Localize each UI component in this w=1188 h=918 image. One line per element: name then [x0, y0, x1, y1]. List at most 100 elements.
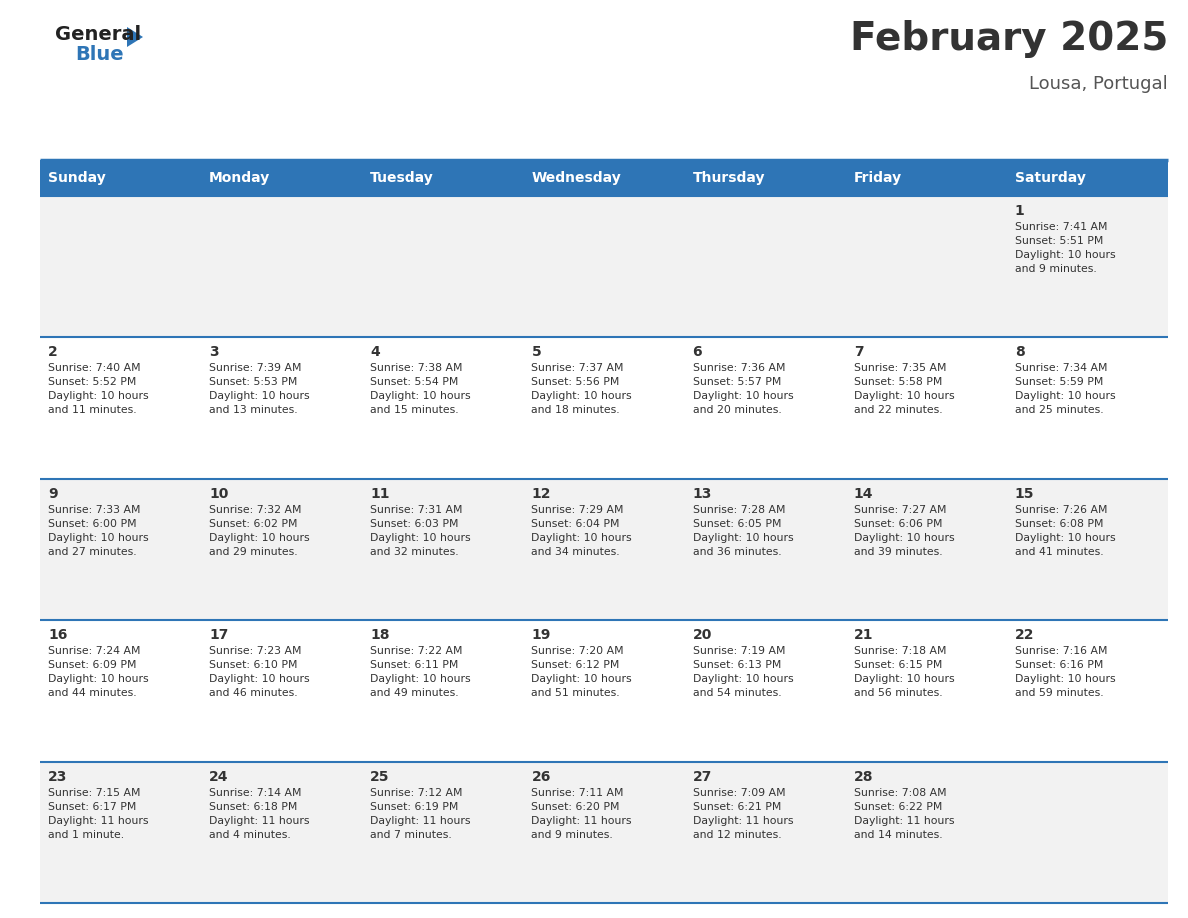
Text: and 41 minutes.: and 41 minutes.: [1015, 547, 1104, 557]
Text: Sunset: 6:21 PM: Sunset: 6:21 PM: [693, 801, 781, 812]
Text: Daylight: 10 hours: Daylight: 10 hours: [693, 674, 794, 684]
Text: Sunset: 6:16 PM: Sunset: 6:16 PM: [1015, 660, 1104, 670]
Text: Daylight: 11 hours: Daylight: 11 hours: [854, 815, 954, 825]
Bar: [40, 160, 201, 196]
Bar: [684, 196, 846, 338]
Text: Sunrise: 7:26 AM: Sunrise: 7:26 AM: [1015, 505, 1107, 515]
Text: Sunrise: 7:12 AM: Sunrise: 7:12 AM: [371, 788, 463, 798]
Bar: [362, 762, 524, 903]
Text: Sunrise: 7:29 AM: Sunrise: 7:29 AM: [531, 505, 624, 515]
Text: 27: 27: [693, 769, 712, 784]
Text: Sunset: 5:57 PM: Sunset: 5:57 PM: [693, 377, 781, 387]
Text: Sunrise: 7:33 AM: Sunrise: 7:33 AM: [48, 505, 140, 515]
Text: 28: 28: [854, 769, 873, 784]
Bar: [684, 762, 846, 903]
Text: 7: 7: [854, 345, 864, 360]
Text: Daylight: 10 hours: Daylight: 10 hours: [531, 532, 632, 543]
Text: and 59 minutes.: and 59 minutes.: [1015, 688, 1104, 699]
Text: Sunrise: 7:15 AM: Sunrise: 7:15 AM: [48, 788, 140, 798]
Text: Sunset: 6:15 PM: Sunset: 6:15 PM: [854, 660, 942, 670]
Text: and 54 minutes.: and 54 minutes.: [693, 688, 782, 699]
Text: Sunrise: 7:27 AM: Sunrise: 7:27 AM: [854, 505, 946, 515]
Text: 4: 4: [371, 345, 380, 360]
Text: and 9 minutes.: and 9 minutes.: [1015, 264, 1097, 274]
Text: 22: 22: [1015, 628, 1035, 643]
Text: and 36 minutes.: and 36 minutes.: [693, 547, 782, 557]
Text: 3: 3: [209, 345, 219, 360]
Text: and 13 minutes.: and 13 minutes.: [209, 406, 298, 416]
Text: and 15 minutes.: and 15 minutes.: [371, 406, 459, 416]
Text: Sunset: 6:22 PM: Sunset: 6:22 PM: [854, 801, 942, 812]
Text: Sunset: 6:17 PM: Sunset: 6:17 PM: [48, 801, 137, 812]
Bar: [684, 479, 846, 621]
Text: Thursday: Thursday: [693, 171, 765, 185]
Text: Sunset: 6:04 PM: Sunset: 6:04 PM: [531, 519, 620, 529]
Text: 11: 11: [371, 487, 390, 501]
Text: Sunrise: 7:19 AM: Sunrise: 7:19 AM: [693, 646, 785, 656]
Text: Tuesday: Tuesday: [371, 171, 434, 185]
Text: Sunrise: 7:31 AM: Sunrise: 7:31 AM: [371, 505, 463, 515]
Text: 18: 18: [371, 628, 390, 643]
Text: Sunrise: 7:24 AM: Sunrise: 7:24 AM: [48, 646, 140, 656]
Text: Sunset: 5:56 PM: Sunset: 5:56 PM: [531, 377, 620, 387]
Bar: [40, 338, 201, 479]
Text: Sunset: 5:54 PM: Sunset: 5:54 PM: [371, 377, 459, 387]
Text: Sunset: 6:19 PM: Sunset: 6:19 PM: [371, 801, 459, 812]
Text: Sunset: 6:20 PM: Sunset: 6:20 PM: [531, 801, 620, 812]
Bar: [846, 762, 1007, 903]
Text: and 7 minutes.: and 7 minutes.: [371, 830, 453, 840]
Text: Daylight: 11 hours: Daylight: 11 hours: [371, 815, 470, 825]
Bar: [40, 762, 201, 903]
Bar: [201, 338, 362, 479]
Text: and 1 minute.: and 1 minute.: [48, 830, 124, 840]
Bar: [524, 762, 684, 903]
Text: Sunset: 5:58 PM: Sunset: 5:58 PM: [854, 377, 942, 387]
Polygon shape: [127, 27, 143, 47]
Text: Sunrise: 7:28 AM: Sunrise: 7:28 AM: [693, 505, 785, 515]
Text: Daylight: 11 hours: Daylight: 11 hours: [48, 815, 148, 825]
Text: Sunrise: 7:38 AM: Sunrise: 7:38 AM: [371, 364, 463, 374]
Text: Sunset: 6:13 PM: Sunset: 6:13 PM: [693, 660, 781, 670]
Text: Sunset: 5:59 PM: Sunset: 5:59 PM: [1015, 377, 1104, 387]
Text: Sunset: 6:00 PM: Sunset: 6:00 PM: [48, 519, 137, 529]
Text: and 9 minutes.: and 9 minutes.: [531, 830, 613, 840]
Text: Daylight: 10 hours: Daylight: 10 hours: [209, 391, 310, 401]
Text: General: General: [55, 25, 141, 44]
Text: Sunrise: 7:36 AM: Sunrise: 7:36 AM: [693, 364, 785, 374]
Bar: [201, 621, 362, 762]
Text: 8: 8: [1015, 345, 1024, 360]
Text: Saturday: Saturday: [1015, 171, 1086, 185]
Text: and 29 minutes.: and 29 minutes.: [209, 547, 298, 557]
Text: Sunset: 5:52 PM: Sunset: 5:52 PM: [48, 377, 137, 387]
Text: and 44 minutes.: and 44 minutes.: [48, 688, 137, 699]
Text: Sunset: 6:08 PM: Sunset: 6:08 PM: [1015, 519, 1104, 529]
Text: 24: 24: [209, 769, 228, 784]
Text: Sunrise: 7:11 AM: Sunrise: 7:11 AM: [531, 788, 624, 798]
Text: Sunset: 6:10 PM: Sunset: 6:10 PM: [209, 660, 298, 670]
Text: and 49 minutes.: and 49 minutes.: [371, 688, 459, 699]
Text: Daylight: 10 hours: Daylight: 10 hours: [531, 674, 632, 684]
Bar: [684, 338, 846, 479]
Bar: [362, 479, 524, 621]
Text: and 34 minutes.: and 34 minutes.: [531, 547, 620, 557]
Text: Daylight: 10 hours: Daylight: 10 hours: [531, 391, 632, 401]
Text: Daylight: 10 hours: Daylight: 10 hours: [1015, 674, 1116, 684]
Text: Sunrise: 7:35 AM: Sunrise: 7:35 AM: [854, 364, 946, 374]
Bar: [1007, 160, 1168, 196]
Text: Sunset: 6:05 PM: Sunset: 6:05 PM: [693, 519, 781, 529]
Text: Monday: Monday: [209, 171, 271, 185]
Text: and 20 minutes.: and 20 minutes.: [693, 406, 782, 416]
Bar: [362, 196, 524, 338]
Text: Daylight: 10 hours: Daylight: 10 hours: [854, 532, 954, 543]
Text: Sunset: 6:09 PM: Sunset: 6:09 PM: [48, 660, 137, 670]
Text: Sunset: 5:51 PM: Sunset: 5:51 PM: [1015, 236, 1104, 246]
Text: Wednesday: Wednesday: [531, 171, 621, 185]
Text: and 51 minutes.: and 51 minutes.: [531, 688, 620, 699]
Bar: [1007, 338, 1168, 479]
Text: 20: 20: [693, 628, 712, 643]
Text: and 12 minutes.: and 12 minutes.: [693, 830, 782, 840]
Text: and 18 minutes.: and 18 minutes.: [531, 406, 620, 416]
Text: Daylight: 10 hours: Daylight: 10 hours: [371, 391, 470, 401]
Text: Sunrise: 7:20 AM: Sunrise: 7:20 AM: [531, 646, 624, 656]
Text: 19: 19: [531, 628, 551, 643]
